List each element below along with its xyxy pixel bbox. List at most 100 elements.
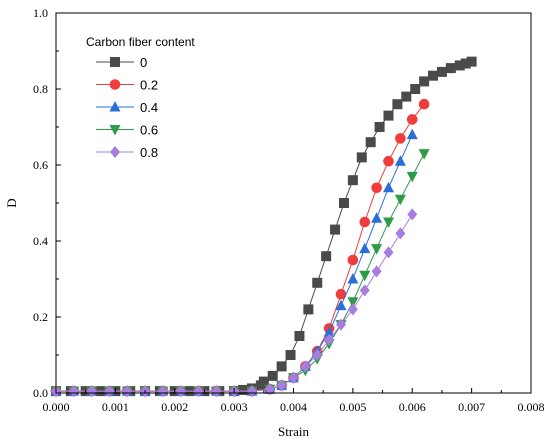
data-point: [335, 288, 347, 300]
data-point: [383, 217, 394, 228]
legend-label: 0.6: [140, 123, 158, 138]
axes: 0.000 0.001 0.002 0.003 0.004 0.005 0.006 0.007…: [4, 6, 545, 439]
data-point: [347, 297, 359, 308]
legend-item: 0.4: [96, 100, 158, 115]
data-point: [300, 360, 311, 373]
x-tick-label: 0.004: [280, 400, 307, 414]
legend-item: 0.6: [96, 123, 158, 138]
data-point: [276, 361, 287, 372]
data-point: [335, 299, 347, 311]
data-point: [383, 181, 394, 193]
data-point: [395, 227, 406, 240]
data-point: [406, 128, 418, 140]
data-point: [418, 98, 430, 110]
data-point: [347, 254, 359, 266]
data-point: [445, 63, 456, 74]
data-point: [312, 277, 323, 288]
data-point: [401, 91, 412, 102]
data-point: [406, 114, 418, 125]
data-point: [303, 304, 314, 315]
data-point: [258, 376, 269, 387]
y-tick-label: 0.8: [33, 82, 48, 96]
data-point: [359, 270, 371, 282]
data-point: [175, 385, 186, 398]
data-point: [395, 133, 406, 144]
data-point: [86, 385, 97, 398]
data-point: [267, 370, 278, 381]
x-tick-label: 0.002: [161, 400, 188, 414]
y-tick-label: 0.0: [33, 386, 48, 400]
data-point: [371, 212, 383, 223]
data-point: [323, 326, 335, 337]
data-point: [394, 155, 406, 166]
data-point: [264, 383, 275, 396]
data-point: [336, 318, 346, 331]
data-point: [312, 349, 323, 361]
data-point: [406, 171, 418, 183]
legend-label: 0.2: [140, 78, 158, 93]
legend-item: 0.8: [96, 145, 158, 160]
y-axis-title: D: [4, 198, 19, 207]
data-point: [428, 70, 439, 81]
data-point: [392, 99, 403, 110]
data-point: [365, 137, 376, 148]
data-point: [246, 385, 257, 398]
legend-title: Carbon fiber content: [86, 35, 195, 49]
data-point: [285, 350, 296, 360]
data-point: [359, 284, 370, 297]
legend-item: 0.2: [96, 78, 158, 93]
series-line: [56, 103, 425, 392]
data-point: [394, 194, 406, 206]
legend-label: 0.4: [140, 100, 158, 115]
data-point: [383, 110, 394, 121]
data-point: [371, 182, 382, 194]
data-point: [324, 333, 335, 346]
data-point: [211, 385, 222, 398]
data-point: [122, 385, 133, 398]
data-point: [104, 385, 115, 398]
legend-marker: [109, 79, 121, 90]
data-point: [359, 242, 371, 254]
data-point: [466, 56, 477, 67]
data-point: [371, 244, 383, 255]
legend-marker: [110, 146, 120, 158]
data-point: [436, 66, 447, 77]
data-point: [68, 385, 79, 398]
y-tick-label: 0.4: [33, 234, 48, 248]
y-tick-label: 0.6: [33, 158, 48, 172]
data-point: [238, 384, 249, 395]
legend-marker: [110, 57, 120, 67]
x-tick-label: 0.000: [43, 400, 70, 414]
data-point: [347, 303, 358, 316]
x-tick-label: 0.007: [458, 400, 485, 414]
data-point: [410, 84, 421, 94]
data-point: [383, 246, 394, 259]
data-point: [347, 175, 358, 186]
x-axis-title: Strain: [278, 424, 310, 439]
data-point: [371, 265, 382, 278]
data-point: [338, 198, 349, 208]
legend: Carbon fiber content 0 0.2 0.4 0.6 0.8: [86, 35, 195, 160]
data-point: [383, 155, 394, 167]
x-tick-label: 0.008: [518, 400, 545, 414]
legend-item: 0: [96, 55, 147, 70]
data-point: [356, 152, 367, 163]
x-tick-label: 0.003: [221, 400, 248, 414]
legend-label: 0.8: [140, 145, 158, 160]
data-point: [454, 60, 465, 71]
y-tick-label: 1.0: [33, 6, 48, 20]
data-point: [419, 76, 430, 87]
y-tick-label: 0.2: [33, 310, 48, 324]
data-point: [374, 122, 385, 132]
series-line: [56, 134, 413, 392]
data-point: [321, 251, 332, 262]
data-point: [460, 58, 471, 69]
x-tick-label: 0.001: [102, 400, 129, 414]
data-point: [407, 208, 418, 221]
legend-marker: [109, 125, 121, 136]
data-point: [294, 331, 305, 341]
x-tick-label: 0.005: [339, 400, 366, 414]
data-point: [418, 149, 430, 160]
data-point: [330, 224, 341, 235]
